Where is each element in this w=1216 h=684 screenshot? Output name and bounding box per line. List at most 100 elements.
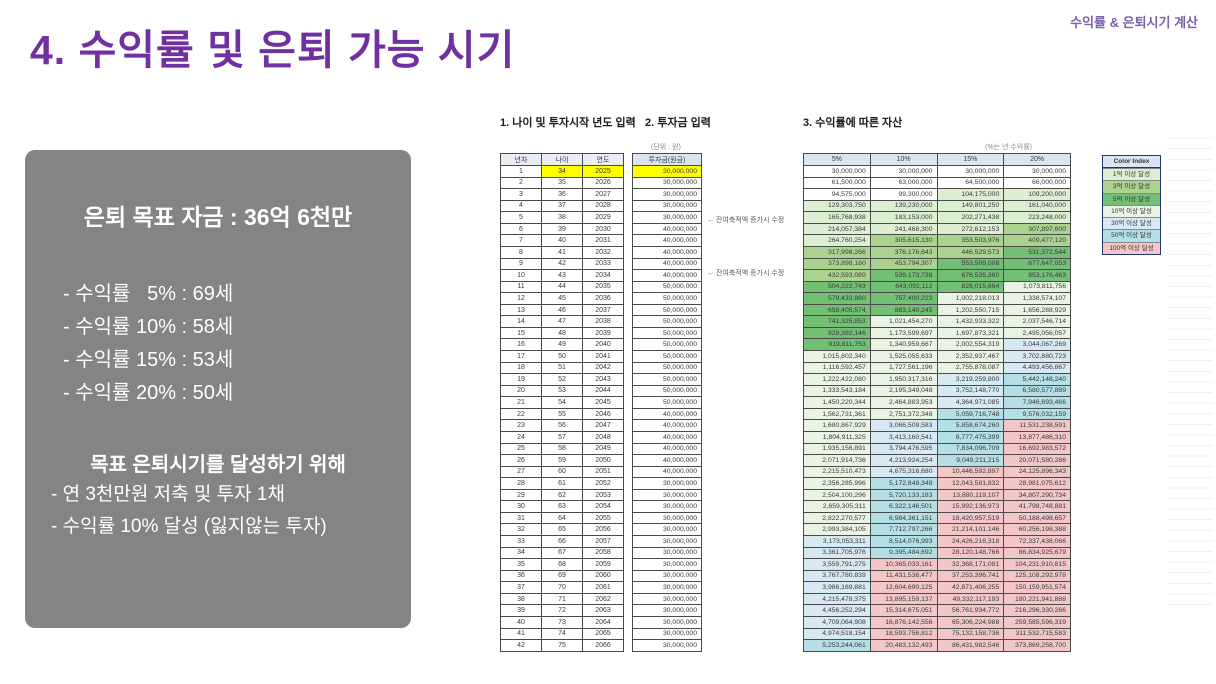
asset-cell: 94,575,000 [803, 188, 871, 201]
asset-cell: 3,702,880,723 [1003, 350, 1071, 363]
asset-cell: 311,532,715,583 [1003, 627, 1071, 641]
age-cell: 50 [541, 350, 583, 363]
asset-cell: 2,993,384,105 [803, 523, 871, 536]
asset-row: 2,993,384,105 7,712,797,266 21,214,101,146… [803, 523, 1071, 536]
asset-cell: 2,352,937,467 [936, 350, 1005, 363]
asset-cell: 125,108,292,978 [1003, 569, 1071, 583]
asset-cell: 7,946,693,466 [1003, 396, 1071, 409]
investment-row: 50,000,000 [632, 315, 702, 328]
asset-cell: 4,709,064,908 [803, 615, 871, 629]
age-year-row: 36 69 2060 [500, 569, 624, 583]
calendar-year-cell: 2053 [582, 488, 624, 502]
asset-cell: 15,992,136,973 [936, 500, 1005, 513]
investment-row: 40,000,000 [632, 465, 702, 479]
age-year-row: 37 70 2061 [500, 581, 624, 594]
asset-cell: 63,000,000 [869, 176, 938, 190]
investment-cell: 30,000,000 [632, 477, 702, 490]
calendar-year-cell: 2044 [582, 384, 624, 398]
calendar-year-cell: 2038 [582, 315, 624, 328]
goal-line: - 수익률 10% 달성 (잃지않는 투자) [51, 516, 327, 537]
age-year-row: 41 74 2065 [500, 627, 624, 641]
age-year-row: 21 54 2045 [500, 396, 624, 409]
asset-cell: 1,021,454,270 [869, 315, 938, 328]
asset-cell: 1,338,574,107 [1003, 292, 1071, 305]
asset-cell: 42,871,406,255 [936, 581, 1005, 594]
asset-cell: 3,219,259,800 [936, 373, 1005, 386]
asset-cell: 5,253,244,061 [803, 639, 871, 652]
asset-cell: 37,253,396,741 [936, 569, 1005, 583]
asset-cell: 741,325,853 [803, 315, 871, 328]
investment-row: 30,000,000 [632, 604, 702, 617]
year-index-cell: 21 [500, 396, 542, 409]
year-index-cell: 26 [500, 454, 542, 467]
calendar-year-cell: 2049 [582, 442, 624, 456]
goal-title: 목표 은퇴시기를 달성하기 위해 [90, 454, 346, 476]
asset-cell: 21,214,101,146 [936, 523, 1005, 536]
investment-annotation-2: ← 잔여축적액 증가시 수정 [707, 270, 785, 277]
asset-cell: 579,433,880 [803, 292, 871, 305]
asset-cell: 643,091,112 [869, 280, 938, 294]
age-year-row: 22 55 2046 [500, 407, 624, 421]
retirement-goal-headline: 은퇴 목표 자금 : 36억 6천만 [83, 204, 353, 230]
asset-cell: 373,898,180 [803, 257, 871, 271]
asset-cell: 3,752,148,770 [936, 384, 1005, 398]
investment-cell: 50,000,000 [632, 315, 702, 328]
year-index-cell: 6 [500, 222, 542, 236]
asset-cell: 104,175,000 [936, 188, 1005, 201]
asset-row: 3,767,780,839 11,431,536,477 37,253,396,74… [803, 569, 1071, 583]
investment-row: 50,000,000 [632, 396, 702, 409]
age-cell: 49 [541, 338, 583, 351]
asset-row: 1,450,220,344 2,464,883,953 4,364,971,085 7… [803, 396, 1071, 409]
investment-cell: 40,000,000 [632, 269, 702, 282]
investment-row: 30,000,000 [632, 581, 702, 594]
investment-row: 30,000,000 [632, 511, 702, 525]
asset-cell: 56,761,934,772 [936, 604, 1005, 617]
asset-cell: 149,801,250 [936, 199, 1005, 213]
asset-row: 5,253,244,061 20,483,132,493 86,431,982,54… [803, 639, 1071, 652]
year-index-cell: 3 [500, 188, 542, 201]
age-year-row: 38 71 2062 [500, 592, 624, 606]
asset-cell: 13,877,486,310 [1003, 430, 1071, 444]
age-cell: 69 [541, 569, 583, 583]
asset-cell: 50,188,498,657 [1003, 511, 1071, 525]
age-year-row: 3 36 2027 [500, 188, 624, 201]
asset-cell: 241,468,300 [869, 222, 938, 236]
age-cell: 47 [541, 315, 583, 328]
asset-cell: 12,604,690,125 [869, 581, 938, 594]
asset-cell: 2,822,270,577 [803, 511, 871, 525]
asset-row: 432,593,089 539,173,738 676,535,360 853,176… [803, 269, 1071, 282]
age-cell: 65 [541, 523, 583, 536]
asset-cell: 2,356,285,996 [803, 477, 871, 490]
asset-cell: 18,420,957,519 [936, 511, 1005, 525]
calendar-year-cell: 2041 [582, 350, 624, 363]
year-index-cell: 9 [500, 257, 542, 271]
age-year-row: 18 51 2042 [500, 361, 624, 375]
year-index-cell: 27 [500, 465, 542, 479]
age-year-row: 42 75 2066 [500, 639, 624, 652]
asset-cell: 2,195,349,048 [869, 384, 938, 398]
calendar-year-cell: 2063 [582, 604, 624, 617]
age-cell: 58 [541, 442, 583, 456]
year-index-cell: 29 [500, 488, 542, 502]
investment-row: 30,000,000 [632, 546, 702, 560]
asset-cell: 1,697,873,321 [936, 326, 1005, 340]
age-cell: 74 [541, 627, 583, 641]
asset-row: 741,325,853 1,021,454,270 1,432,933,322 2,0… [803, 315, 1071, 328]
investment-cell: 50,000,000 [632, 338, 702, 351]
asset-row: 2,659,305,311 6,322,146,501 15,992,136,973… [803, 500, 1071, 513]
age-year-row: 19 52 2043 [500, 373, 624, 386]
investment-row: 50,000,000 [632, 373, 702, 386]
investment-table-header: 투자금(원금) [632, 153, 702, 166]
age-cell: 64 [541, 511, 583, 525]
asset-cell: 5,858,674,260 [936, 419, 1005, 432]
age-year-row: 10 43 2034 [500, 269, 624, 282]
section-title-assets-by-return: 3. 수익률에 따른 자산 [803, 117, 903, 129]
asset-cell: 2,504,100,296 [803, 488, 871, 502]
asset-row: 2,504,100,296 5,720,133,183 13,880,119,107… [803, 488, 1071, 502]
year-index-cell: 35 [500, 558, 542, 571]
asset-cell: 10,365,033,161 [869, 558, 938, 571]
asset-cell: 919,811,753 [803, 338, 871, 351]
calendar-year-cell: 2027 [582, 188, 624, 201]
calendar-year-cell: 2064 [582, 615, 624, 629]
year-index-cell: 17 [500, 350, 542, 363]
